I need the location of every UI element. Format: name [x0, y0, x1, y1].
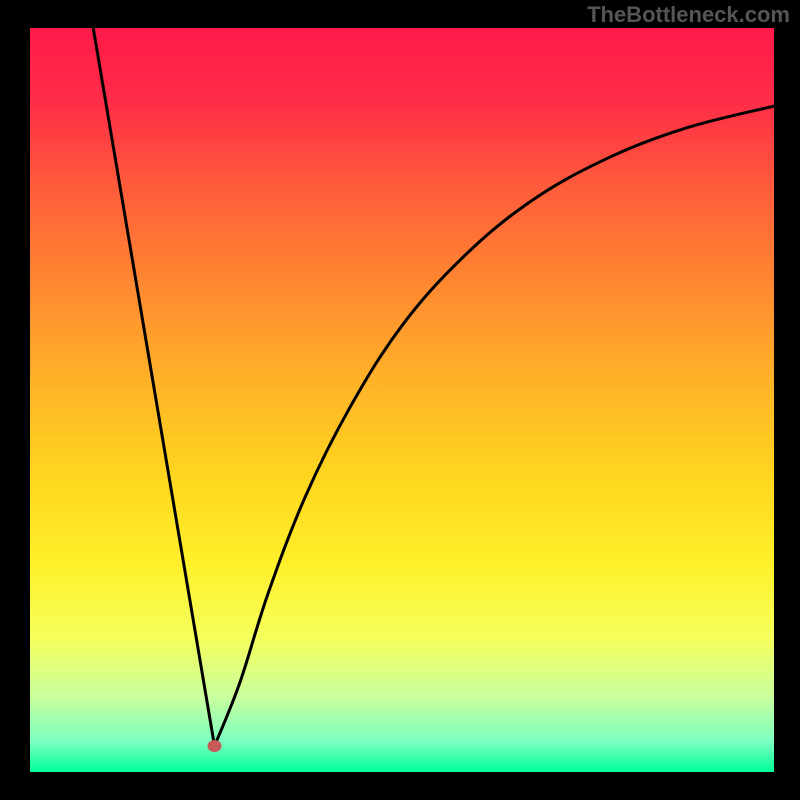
chart-container: TheBottleneck.com	[0, 0, 800, 800]
gradient-background	[30, 28, 774, 772]
optimum-marker	[208, 740, 222, 752]
watermark-text: TheBottleneck.com	[587, 2, 790, 28]
plot-svg	[30, 28, 774, 772]
